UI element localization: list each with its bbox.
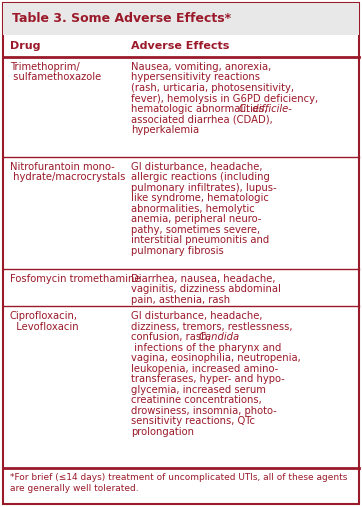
Text: hyperkalemia: hyperkalemia bbox=[131, 125, 199, 135]
Text: Drug: Drug bbox=[10, 41, 41, 51]
Text: leukopenia, increased amino-: leukopenia, increased amino- bbox=[131, 364, 278, 374]
Text: Adverse Effects: Adverse Effects bbox=[131, 41, 229, 51]
Text: hypersensitivity reactions: hypersensitivity reactions bbox=[131, 73, 260, 83]
Bar bbox=[3, 3, 359, 35]
Text: pain, asthenia, rash: pain, asthenia, rash bbox=[131, 295, 230, 305]
Text: allergic reactions (including: allergic reactions (including bbox=[131, 172, 270, 182]
Text: Levofloxacin: Levofloxacin bbox=[10, 321, 79, 332]
Text: glycemia, increased serum: glycemia, increased serum bbox=[131, 385, 266, 394]
Text: sulfamethoxazole: sulfamethoxazole bbox=[10, 73, 101, 83]
Text: Nitrofurantoin mono-: Nitrofurantoin mono- bbox=[10, 162, 115, 172]
Text: abnormalities, hemolytic: abnormalities, hemolytic bbox=[131, 204, 254, 213]
Text: fever), hemolysis in G6PD deficiency,: fever), hemolysis in G6PD deficiency, bbox=[131, 93, 318, 103]
Text: pulmonary infiltrates), lupus-: pulmonary infiltrates), lupus- bbox=[131, 183, 277, 193]
Text: (rash, urticaria, photosensitivity,: (rash, urticaria, photosensitivity, bbox=[131, 83, 294, 93]
Text: confusion, rash,: confusion, rash, bbox=[131, 332, 214, 342]
Text: Diarrhea, nausea, headache,: Diarrhea, nausea, headache, bbox=[131, 274, 275, 284]
Text: Candida: Candida bbox=[199, 332, 240, 342]
Text: creatinine concentrations,: creatinine concentrations, bbox=[131, 395, 262, 405]
Text: dizziness, tremors, restlessness,: dizziness, tremors, restlessness, bbox=[131, 321, 292, 332]
Text: *For brief (≤14 days) treatment of uncomplicated UTIs, all of these agents: *For brief (≤14 days) treatment of uncom… bbox=[10, 473, 348, 482]
Text: Nausea, vomiting, anorexia,: Nausea, vomiting, anorexia, bbox=[131, 62, 271, 72]
Text: pulmonary fibrosis: pulmonary fibrosis bbox=[131, 245, 224, 256]
Text: drowsiness, insomnia, photo-: drowsiness, insomnia, photo- bbox=[131, 406, 277, 416]
Text: transferases, hyper- and hypo-: transferases, hyper- and hypo- bbox=[131, 374, 285, 384]
Text: associated diarrhea (CDAD),: associated diarrhea (CDAD), bbox=[131, 115, 273, 125]
Text: hematologic abnormalities,: hematologic abnormalities, bbox=[131, 104, 270, 114]
Text: Fosfomycin tromethamine: Fosfomycin tromethamine bbox=[10, 274, 140, 284]
Text: GI disturbance, headache,: GI disturbance, headache, bbox=[131, 311, 262, 321]
Text: prolongation: prolongation bbox=[131, 426, 194, 437]
Text: vagina, eosinophilia, neutropenia,: vagina, eosinophilia, neutropenia, bbox=[131, 353, 300, 363]
Text: like syndrome, hematologic: like syndrome, hematologic bbox=[131, 193, 269, 203]
Text: pathy, sometimes severe,: pathy, sometimes severe, bbox=[131, 225, 260, 235]
Text: C. difficile-: C. difficile- bbox=[239, 104, 292, 114]
Text: are generally well tolerated.: are generally well tolerated. bbox=[10, 484, 139, 493]
Text: infections of the pharynx and: infections of the pharynx and bbox=[131, 343, 281, 352]
Text: sensitivity reactions, QTc: sensitivity reactions, QTc bbox=[131, 416, 255, 426]
Text: Ciprofloxacin,: Ciprofloxacin, bbox=[10, 311, 78, 321]
Text: hydrate/macrocrystals: hydrate/macrocrystals bbox=[10, 172, 125, 182]
Text: GI disturbance, headache,: GI disturbance, headache, bbox=[131, 162, 262, 172]
Text: Table 3. Some Adverse Effects*: Table 3. Some Adverse Effects* bbox=[12, 13, 231, 25]
Text: Trimethoprim/: Trimethoprim/ bbox=[10, 62, 80, 72]
Text: anemia, peripheral neuro-: anemia, peripheral neuro- bbox=[131, 214, 261, 224]
Text: interstitial pneumonitis and: interstitial pneumonitis and bbox=[131, 235, 269, 245]
Text: vaginitis, dizziness abdominal: vaginitis, dizziness abdominal bbox=[131, 284, 281, 294]
